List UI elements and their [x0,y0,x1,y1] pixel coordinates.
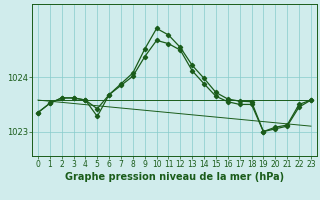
X-axis label: Graphe pression niveau de la mer (hPa): Graphe pression niveau de la mer (hPa) [65,172,284,182]
